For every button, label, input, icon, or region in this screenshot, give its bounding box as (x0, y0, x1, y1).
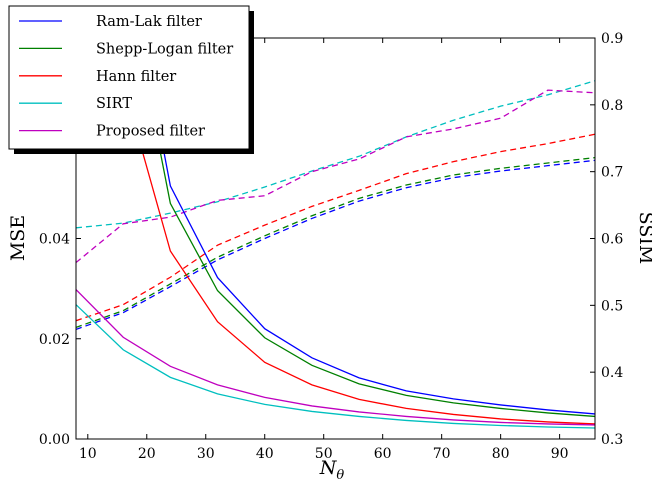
plot-frame (75, 37, 596, 440)
x-tick-label: 30 (197, 446, 215, 462)
mse-line-proposed-filter (76, 289, 595, 426)
legend-label-shepp-logan-filter: Shepp-Logan filter (96, 41, 233, 57)
y-right-tick-label: 0.8 (601, 98, 623, 114)
y-right-tick-label: 0.7 (601, 165, 623, 181)
legend: Ram-Lak filter Shepp-Logan filter Hann fil… (8, 5, 254, 154)
legend-label-sirt: SIRT (96, 96, 132, 112)
y-right-tick-label: 0.9 (601, 31, 623, 47)
legend-label-ram-lak-filter: Ram-Lak filter (96, 14, 202, 30)
legend-box (8, 5, 250, 150)
mse-line-sirt (76, 304, 595, 429)
x-tick-label: 90 (551, 446, 569, 462)
x-tick-label: 10 (79, 446, 97, 462)
x-axis-label-subscript: θ (336, 468, 344, 483)
ssim-line-shepp-logan-filter (76, 156, 595, 329)
x-axis-label-main: N (319, 457, 338, 479)
y-right-tick-label: 0.5 (601, 298, 623, 314)
y-axis-right-label: SSIM (635, 212, 652, 265)
ssim-line-proposed-filter (76, 89, 595, 264)
y-right-tick-label: 0.3 (601, 432, 623, 448)
x-tick-label: 60 (374, 446, 392, 462)
mse-line-shepp-logan-filter (137, 38, 595, 418)
legend-label-hann-filter: Hann filter (96, 69, 176, 85)
x-tick-label: 20 (138, 446, 156, 462)
ticks-layer: 1020304050607080900.000.020.040.060.30.4… (39, 31, 624, 462)
legend-items: Ram-Lak filter Shepp-Logan filter Hann fil… (19, 14, 233, 140)
ssim-line-hann-filter (76, 133, 595, 322)
y-left-tick-label: 0.00 (39, 432, 70, 448)
y-right-tick-label: 0.6 (601, 232, 623, 248)
ssim-line-ram-lak-filter (76, 159, 595, 331)
y-left-tick-label: 0.04 (39, 232, 70, 248)
x-tick-label: 80 (492, 446, 510, 462)
ssim-line-sirt (76, 80, 595, 229)
mse-line-hann-filter (117, 38, 595, 425)
y-right-tick-label: 0.4 (601, 365, 623, 381)
y-axis-left-label: MSE (7, 215, 29, 261)
legend-label-proposed-filter: Proposed filter (96, 124, 205, 140)
x-axis-label: Nθ (319, 457, 345, 483)
x-tick-label: 50 (315, 446, 333, 462)
x-tick-label: 70 (433, 446, 451, 462)
x-tick-label: 40 (256, 446, 274, 462)
y-left-tick-label: 0.02 (39, 332, 70, 348)
